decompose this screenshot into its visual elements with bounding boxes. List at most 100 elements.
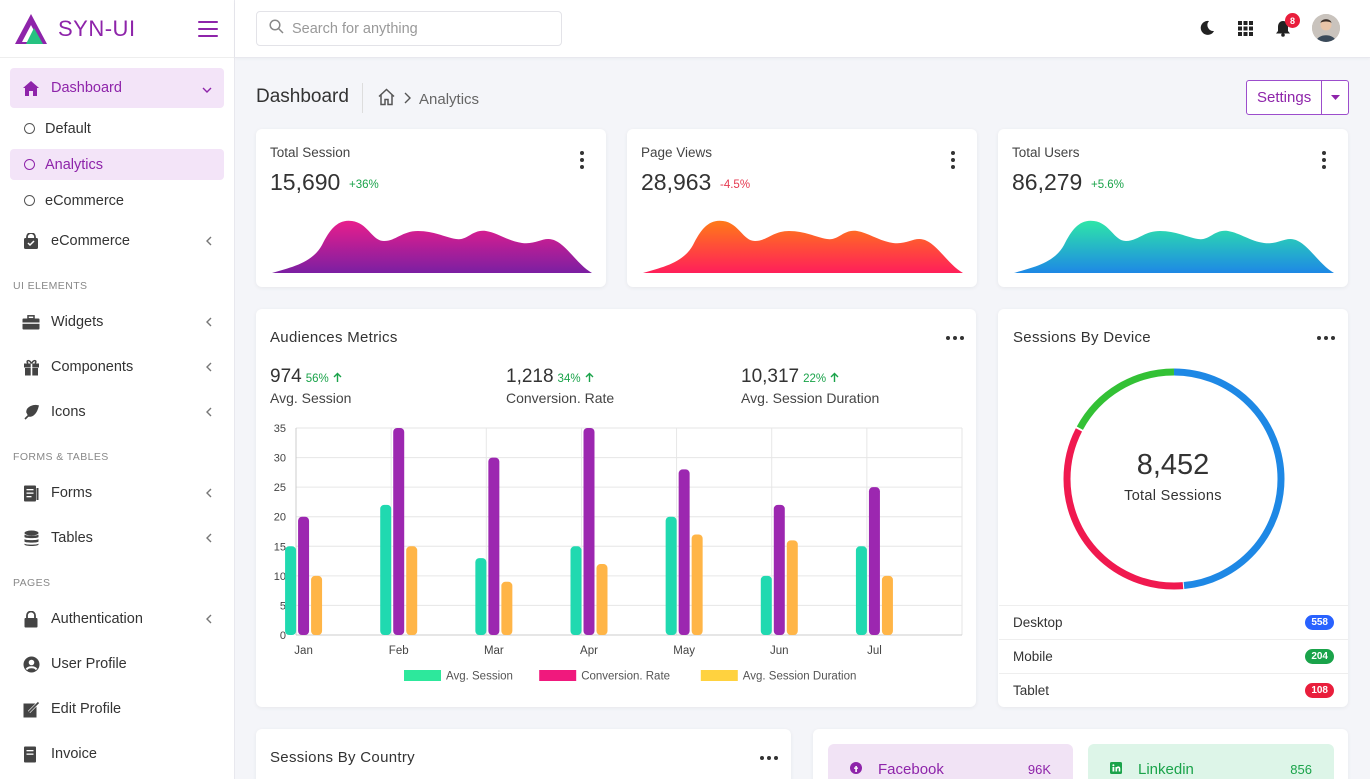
donut-segment-tablet — [1063, 368, 1285, 590]
apps-grid-icon[interactable] — [1236, 19, 1254, 37]
bar-conversion-rate — [678, 469, 690, 635]
sidebar-item-icons[interactable]: Icons — [10, 392, 224, 432]
social-facebook[interactable]: Facebook 96K — [828, 744, 1073, 779]
sidebar-item-edit-profile[interactable]: Edit Profile — [10, 689, 224, 729]
sidebar-item-components[interactable]: Components — [10, 347, 224, 387]
caret-down-icon[interactable] — [1322, 81, 1348, 114]
x-tick-label: Apr — [580, 645, 598, 657]
device-row-mobile: Mobile 204 — [999, 639, 1348, 673]
metric-label: Conversion. Rate — [506, 390, 615, 406]
social-label: Linkedin — [1138, 760, 1194, 778]
social-value: 96K — [1027, 761, 1051, 777]
donut-total-label: Total Sessions — [1124, 488, 1222, 504]
more-horizontal-icon[interactable] — [760, 756, 778, 760]
device-count-badge: 108 — [1305, 683, 1334, 698]
metric-label: Avg. Session — [270, 390, 352, 406]
card-title: Sessions By Country — [270, 749, 415, 766]
x-tick-label: Mar — [484, 645, 504, 657]
avatar[interactable] — [1312, 14, 1340, 42]
divider — [362, 83, 363, 113]
metric-pct: 34% — [557, 373, 581, 385]
metric-conversion-rate: 1,218 34% Conversion. Rate — [506, 366, 614, 406]
audience-bar-chart: 0 5 10 15 20 25 30 35 Jan Feb Mar Apr May Jun Jul Avg. … — [274, 423, 963, 683]
device-label: Tablet — [1013, 683, 1050, 698]
x-tick-label: Jun — [770, 645, 789, 657]
stat-card-total-users: Total Users 86,279 +5.6% — [998, 129, 1348, 287]
more-vertical-icon[interactable] — [1322, 151, 1326, 169]
sidebar-subitem-ecommerce[interactable]: eCommerce — [10, 185, 224, 216]
stat-change: +36% — [349, 179, 379, 191]
sidebar-item-ecommerce[interactable]: eCommerce — [10, 221, 224, 261]
menu-toggle-icon[interactable] — [198, 20, 218, 37]
stat-label: Page Views — [641, 145, 713, 160]
metric-label: Avg. Session Duration — [741, 390, 880, 406]
device-label: Mobile — [1013, 649, 1053, 664]
sidebar-item-authentication[interactable]: Authentication — [10, 599, 224, 639]
sidebar-item-user-profile[interactable]: User Profile — [10, 644, 224, 684]
x-tick-label: Feb — [389, 645, 409, 657]
sidebar-item-widgets[interactable]: Widgets — [10, 302, 224, 342]
bar-avg-session-duration — [596, 564, 608, 635]
sidebar-item-label: eCommerce — [51, 233, 130, 249]
chevron-left-icon — [206, 611, 212, 627]
circle-icon — [24, 159, 35, 170]
search-input[interactable] — [292, 20, 542, 37]
sidebar-item-label: Tables — [51, 530, 93, 546]
sidebar-item-invoice[interactable]: Invoice — [10, 734, 224, 774]
more-horizontal-icon[interactable] — [946, 336, 964, 340]
bell-icon[interactable]: 8 — [1274, 13, 1300, 37]
home-icon[interactable] — [377, 88, 396, 110]
sidebar-item-dashboard[interactable]: Dashboard — [10, 68, 224, 108]
device-donut-chart — [1063, 368, 1285, 590]
sparkline-area — [1014, 220, 1334, 273]
sidebar-nav: Dashboard Default Analytics eCommerce eC… — [0, 58, 234, 774]
metric-value: 10,317 — [741, 366, 800, 387]
x-tick-label: Jul — [867, 645, 882, 657]
metric-pct: 56% — [305, 373, 329, 385]
bar-conversion-rate — [298, 516, 310, 635]
sidebar-subitem-analytics[interactable]: Analytics — [10, 149, 224, 180]
chevron-left-icon — [206, 530, 212, 546]
gift-icon — [22, 358, 40, 376]
settings-button[interactable]: Settings — [1246, 80, 1350, 115]
legend-swatch — [539, 670, 577, 681]
more-vertical-icon[interactable] — [951, 151, 955, 169]
topbar: 8 — [235, 0, 1370, 58]
more-horizontal-icon[interactable] — [1317, 336, 1335, 340]
moon-icon[interactable] — [1198, 19, 1216, 37]
bar-conversion-rate — [393, 428, 405, 635]
bar-avg-session — [570, 546, 582, 635]
chevron-left-icon — [206, 485, 212, 501]
user-circle-icon — [22, 655, 40, 673]
bar-avg-session-duration — [691, 534, 703, 635]
sidebar-item-forms[interactable]: Forms — [10, 473, 224, 513]
logo-icon — [15, 13, 47, 44]
bar-conversion-rate — [488, 457, 500, 635]
device-label: Desktop — [1013, 615, 1063, 630]
sidebar-subitem-label: eCommerce — [45, 192, 124, 209]
brand-name: SYN-UI — [58, 15, 136, 41]
more-vertical-icon[interactable] — [580, 151, 584, 169]
circle-icon — [24, 123, 35, 134]
search-box — [256, 11, 562, 46]
sidebar-subitem-default[interactable]: Default — [10, 113, 224, 144]
settings-button-label[interactable]: Settings — [1247, 81, 1323, 114]
bar-avg-session — [855, 546, 867, 635]
topbar-actions: 8 — [1198, 13, 1340, 42]
social-linkedin[interactable]: Linkedin 856 — [1088, 744, 1334, 779]
chevron-right-icon — [404, 91, 411, 108]
donut-segment-mobile — [1063, 368, 1285, 590]
device-count-badge: 204 — [1305, 649, 1334, 664]
card-title: Audiences Metrics — [270, 329, 398, 346]
brand: SYN-UI — [0, 0, 234, 58]
bar-avg-session-duration — [786, 540, 798, 635]
sidebar-item-tables[interactable]: Tables — [10, 518, 224, 558]
chevron-left-icon — [206, 404, 212, 420]
home-icon — [22, 79, 40, 97]
sparkline-area — [643, 220, 963, 273]
notification-badge: 8 — [1285, 13, 1300, 28]
card-title: Sessions By Device — [1013, 329, 1151, 346]
sidebar-item-label: Forms — [51, 485, 93, 501]
stat-value: 28,963 — [641, 169, 712, 195]
stat-value: 15,690 — [270, 169, 341, 195]
